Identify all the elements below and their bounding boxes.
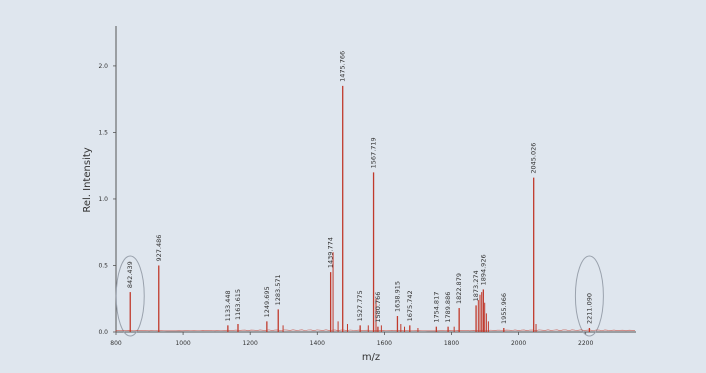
peak-label: 1955.966 — [500, 293, 508, 324]
peak-label: 2211.090 — [585, 293, 593, 324]
y-tick-label: 2.0 — [98, 63, 108, 70]
peak-label: 1439.774 — [327, 237, 335, 268]
peak-label: 927.486 — [155, 235, 163, 262]
x-tick-label: 2000 — [511, 340, 526, 347]
x-tick-label: 1400 — [310, 340, 325, 347]
y-tick-label: 1.5 — [98, 129, 108, 136]
peak-label: 1580.766 — [374, 292, 382, 323]
y-tick-label: 1.0 — [98, 196, 108, 203]
peak-label: 1638.915 — [393, 281, 401, 312]
y-tick-label: 0.5 — [98, 262, 108, 269]
peak-label: 1675.742 — [406, 290, 414, 321]
peak-label: 2045.026 — [530, 143, 538, 174]
peak-label: 1894.926 — [479, 254, 487, 285]
x-tick-label: 1600 — [377, 340, 392, 347]
peak-label: 1527.775 — [356, 290, 364, 321]
x-axis-title: m/z — [362, 352, 380, 363]
x-tick-label: 1800 — [444, 340, 459, 347]
highlight-ellipse — [115, 255, 145, 337]
x-tick-label: 1000 — [175, 340, 190, 347]
y-tick-label: 0.0 — [98, 329, 108, 336]
peak-label: 1873.274 — [472, 270, 480, 301]
y-axis-title: Rel. Intensity — [82, 147, 93, 212]
peak-label: 1754.817 — [432, 292, 440, 323]
x-tick-label: 2200 — [578, 340, 593, 347]
peak-label: 842.439 — [126, 261, 134, 288]
peak-label: 1249.695 — [263, 286, 271, 317]
peak-label: 1567.719 — [370, 137, 378, 168]
peak-label: 1789.886 — [444, 292, 452, 323]
x-tick-label: 1200 — [243, 340, 258, 347]
peak-label: 1163.615 — [234, 289, 242, 320]
peak-label: 1475.766 — [339, 51, 347, 82]
peak-label: 1283.571 — [274, 274, 282, 305]
peak-label: 1133.448 — [224, 290, 232, 321]
highlight-ellipse — [574, 255, 604, 337]
peak-label: 1822.879 — [455, 273, 463, 304]
x-tick-label: 800 — [110, 340, 122, 347]
